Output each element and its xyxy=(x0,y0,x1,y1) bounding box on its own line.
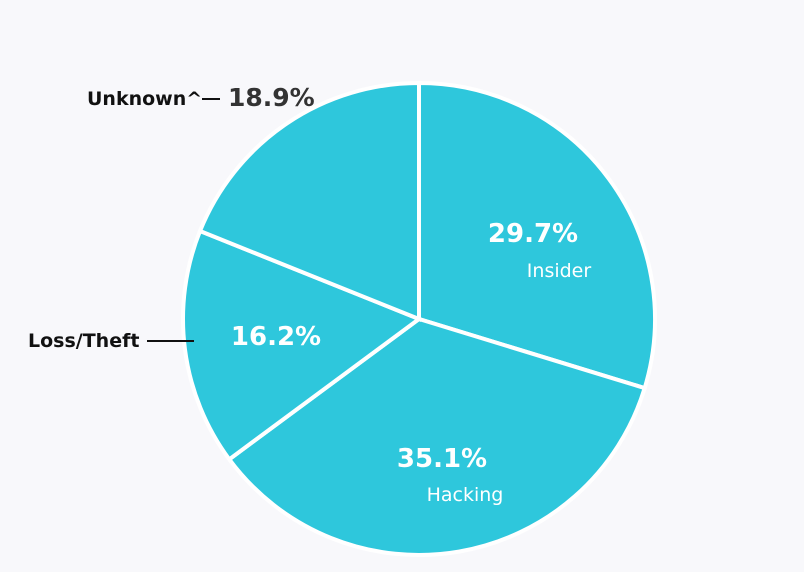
pie-slice-loss-theft xyxy=(181,228,424,463)
pie-slice-insider xyxy=(417,80,657,391)
pie-slice-unknown xyxy=(197,80,421,322)
labels-layer: 29.7% Insider 35.1% Hacking 16.2% Loss/T… xyxy=(28,83,591,506)
slice-loss-theft-name-label: Loss/Theft xyxy=(28,330,139,352)
slice-hacking-percent-label: 35.1% xyxy=(397,444,487,474)
slice-hacking-name-label: Hacking xyxy=(427,484,504,506)
slice-unknown-percent-label: 18.9% xyxy=(228,83,315,112)
slice-insider-name-label: Insider xyxy=(527,260,592,282)
slice-insider-percent-label: 29.7% xyxy=(488,219,578,249)
pie-slice-hacking xyxy=(226,316,648,557)
slice-loss-theft-percent-label: 16.2% xyxy=(231,322,321,352)
slice-unknown-name-label: Unknown^ xyxy=(87,88,202,110)
slices-layer xyxy=(181,80,657,557)
